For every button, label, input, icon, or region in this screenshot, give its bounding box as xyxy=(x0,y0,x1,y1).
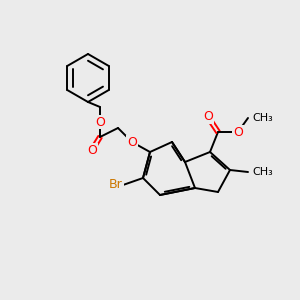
Text: Br: Br xyxy=(109,178,123,191)
Text: O: O xyxy=(233,125,243,139)
Text: O: O xyxy=(203,110,213,124)
Text: O: O xyxy=(127,136,137,148)
Text: O: O xyxy=(87,143,97,157)
Text: CH₃: CH₃ xyxy=(252,113,273,123)
Text: CH₃: CH₃ xyxy=(252,167,273,177)
Text: O: O xyxy=(95,116,105,128)
